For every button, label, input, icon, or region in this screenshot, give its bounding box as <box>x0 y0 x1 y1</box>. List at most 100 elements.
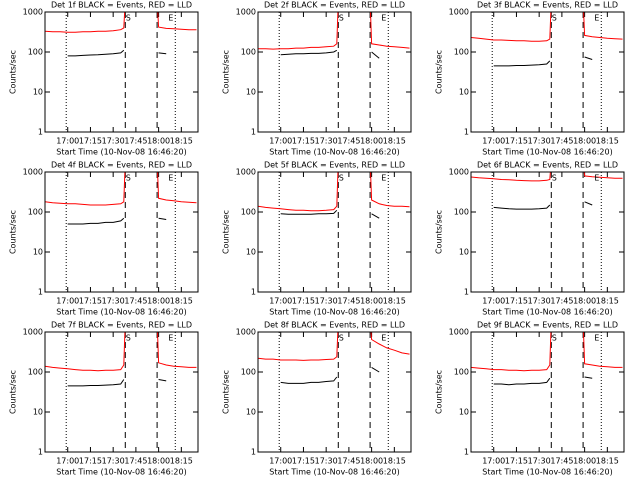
panel: Det 5f BLACK = Events, RED = LLD Counts/s… <box>222 161 412 317</box>
plot-frame <box>44 331 199 453</box>
y-axis-label: Counts/sec <box>222 210 231 254</box>
y-tick-label: 100 <box>454 208 469 217</box>
x-tick-label: 18:00 <box>360 137 383 146</box>
x-tick-label: 17:00 <box>56 297 79 306</box>
annotation: S <box>552 14 557 23</box>
y-tick-label: 10 <box>459 408 469 417</box>
y-tick-label: 1 <box>464 448 469 457</box>
x-tick-label: 17:45 <box>337 137 360 146</box>
y-tick-label: 1 <box>251 448 256 457</box>
x-tick-label: 17:30 <box>315 297 338 306</box>
y-tick-label: 1000 <box>449 8 469 17</box>
plot-frame <box>470 331 625 453</box>
annotation: E <box>168 14 173 23</box>
series-line <box>471 12 623 42</box>
y-tick-label: 10 <box>459 248 469 257</box>
x-tick-label: 17:00 <box>56 137 79 146</box>
y-tick-label: 1 <box>38 448 43 457</box>
x-tick-label: 17:30 <box>102 297 125 306</box>
x-tick-label: 17:00 <box>482 297 505 306</box>
plot-frame <box>44 11 199 133</box>
annotation: E <box>381 14 386 23</box>
plot-frame <box>470 11 625 133</box>
series-line <box>45 12 197 33</box>
y-axis-label: Counts/sec <box>222 50 231 94</box>
y-tick-label: 1 <box>251 128 256 137</box>
x-tick-label: 17:30 <box>315 137 338 146</box>
y-tick-label: 100 <box>241 368 256 377</box>
y-tick-label: 100 <box>454 48 469 57</box>
y-tick-label: 10 <box>246 88 256 97</box>
y-tick-label: 1000 <box>449 168 469 177</box>
series-line <box>67 217 167 225</box>
annotation: S <box>552 334 557 343</box>
panel-title: Det 9f BLACK = Events, RED = LLD <box>477 321 618 330</box>
x-tick-label: 17:45 <box>550 457 573 466</box>
series-line <box>471 172 623 182</box>
panel-title: Det 3f BLACK = Events, RED = LLD <box>477 1 618 10</box>
x-tick-label: 18:00 <box>573 457 596 466</box>
annotation: S <box>126 14 131 23</box>
panel: Det 8f BLACK = Events, RED = LLD Counts/s… <box>222 321 412 477</box>
x-axis-label: Start Time (10-Nov-08 16:46:20) <box>482 468 612 477</box>
x-tick-label: 17:00 <box>482 457 505 466</box>
annotation: E <box>168 174 173 183</box>
y-tick-label: 1 <box>464 128 469 137</box>
series-line <box>258 12 410 50</box>
series-line <box>471 332 623 372</box>
x-axis-label: Start Time (10-Nov-08 16:46:20) <box>482 308 612 317</box>
x-axis-label: Start Time (10-Nov-08 16:46:20) <box>269 148 399 157</box>
plot-frame <box>257 11 412 133</box>
panel: Det 4f BLACK = Events, RED = LLD Counts/s… <box>9 161 199 317</box>
annotation: S <box>339 174 344 183</box>
series-line <box>493 201 593 210</box>
x-tick-label: 17:00 <box>56 457 79 466</box>
y-tick-label: 100 <box>28 48 43 57</box>
panel: Det 1f BLACK = Events, RED = LLD Counts/s… <box>9 1 199 157</box>
y-tick-label: 100 <box>28 208 43 217</box>
x-tick-label: 17:45 <box>337 297 360 306</box>
x-tick-label: 18:00 <box>360 297 383 306</box>
series-line <box>493 376 593 386</box>
series-line <box>493 56 593 67</box>
annotation: E <box>594 174 599 183</box>
x-tick-label: 17:00 <box>269 457 292 466</box>
plot-frame <box>44 171 199 293</box>
x-tick-label: 17:30 <box>528 457 551 466</box>
series-line <box>258 172 410 212</box>
panel: Det 9f BLACK = Events, RED = LLD Counts/s… <box>435 321 625 477</box>
annotation: E <box>594 14 599 23</box>
x-tick-label: 17:45 <box>124 297 147 306</box>
x-tick-label: 17:45 <box>124 457 147 466</box>
x-tick-label: 18:15 <box>383 137 406 146</box>
x-tick-label: 18:00 <box>147 297 170 306</box>
panel: Det 2f BLACK = Events, RED = LLD Counts/s… <box>222 1 412 157</box>
y-tick-label: 1000 <box>23 8 43 17</box>
x-tick-label: 17:15 <box>292 137 315 146</box>
x-tick-label: 17:45 <box>550 137 573 146</box>
y-tick-label: 1000 <box>236 328 256 337</box>
x-tick-label: 17:15 <box>79 137 102 146</box>
x-tick-label: 17:30 <box>528 297 551 306</box>
x-tick-label: 17:15 <box>505 297 528 306</box>
y-tick-label: 1000 <box>23 168 43 177</box>
panel-title: Det 1f BLACK = Events, RED = LLD <box>51 1 192 10</box>
y-axis-label: Counts/sec <box>9 50 18 94</box>
x-tick-label: 17:45 <box>550 297 573 306</box>
annotation: S <box>126 334 131 343</box>
series-line <box>45 172 197 206</box>
y-tick-label: 1 <box>38 288 43 297</box>
x-tick-label: 18:15 <box>596 297 619 306</box>
x-tick-label: 17:15 <box>292 297 315 306</box>
x-axis-label: Start Time (10-Nov-08 16:46:20) <box>269 308 399 317</box>
x-axis-label: Start Time (10-Nov-08 16:46:20) <box>482 148 612 157</box>
x-tick-label: 18:00 <box>147 457 170 466</box>
x-tick-label: 17:30 <box>315 457 338 466</box>
panel: Det 7f BLACK = Events, RED = LLD Counts/s… <box>9 321 199 477</box>
y-axis-label: Counts/sec <box>435 370 444 414</box>
x-tick-label: 18:15 <box>596 457 619 466</box>
y-tick-label: 1000 <box>23 328 43 337</box>
annotation: S <box>339 14 344 23</box>
x-tick-label: 18:00 <box>573 137 596 146</box>
x-axis-label: Start Time (10-Nov-08 16:46:20) <box>56 308 186 317</box>
